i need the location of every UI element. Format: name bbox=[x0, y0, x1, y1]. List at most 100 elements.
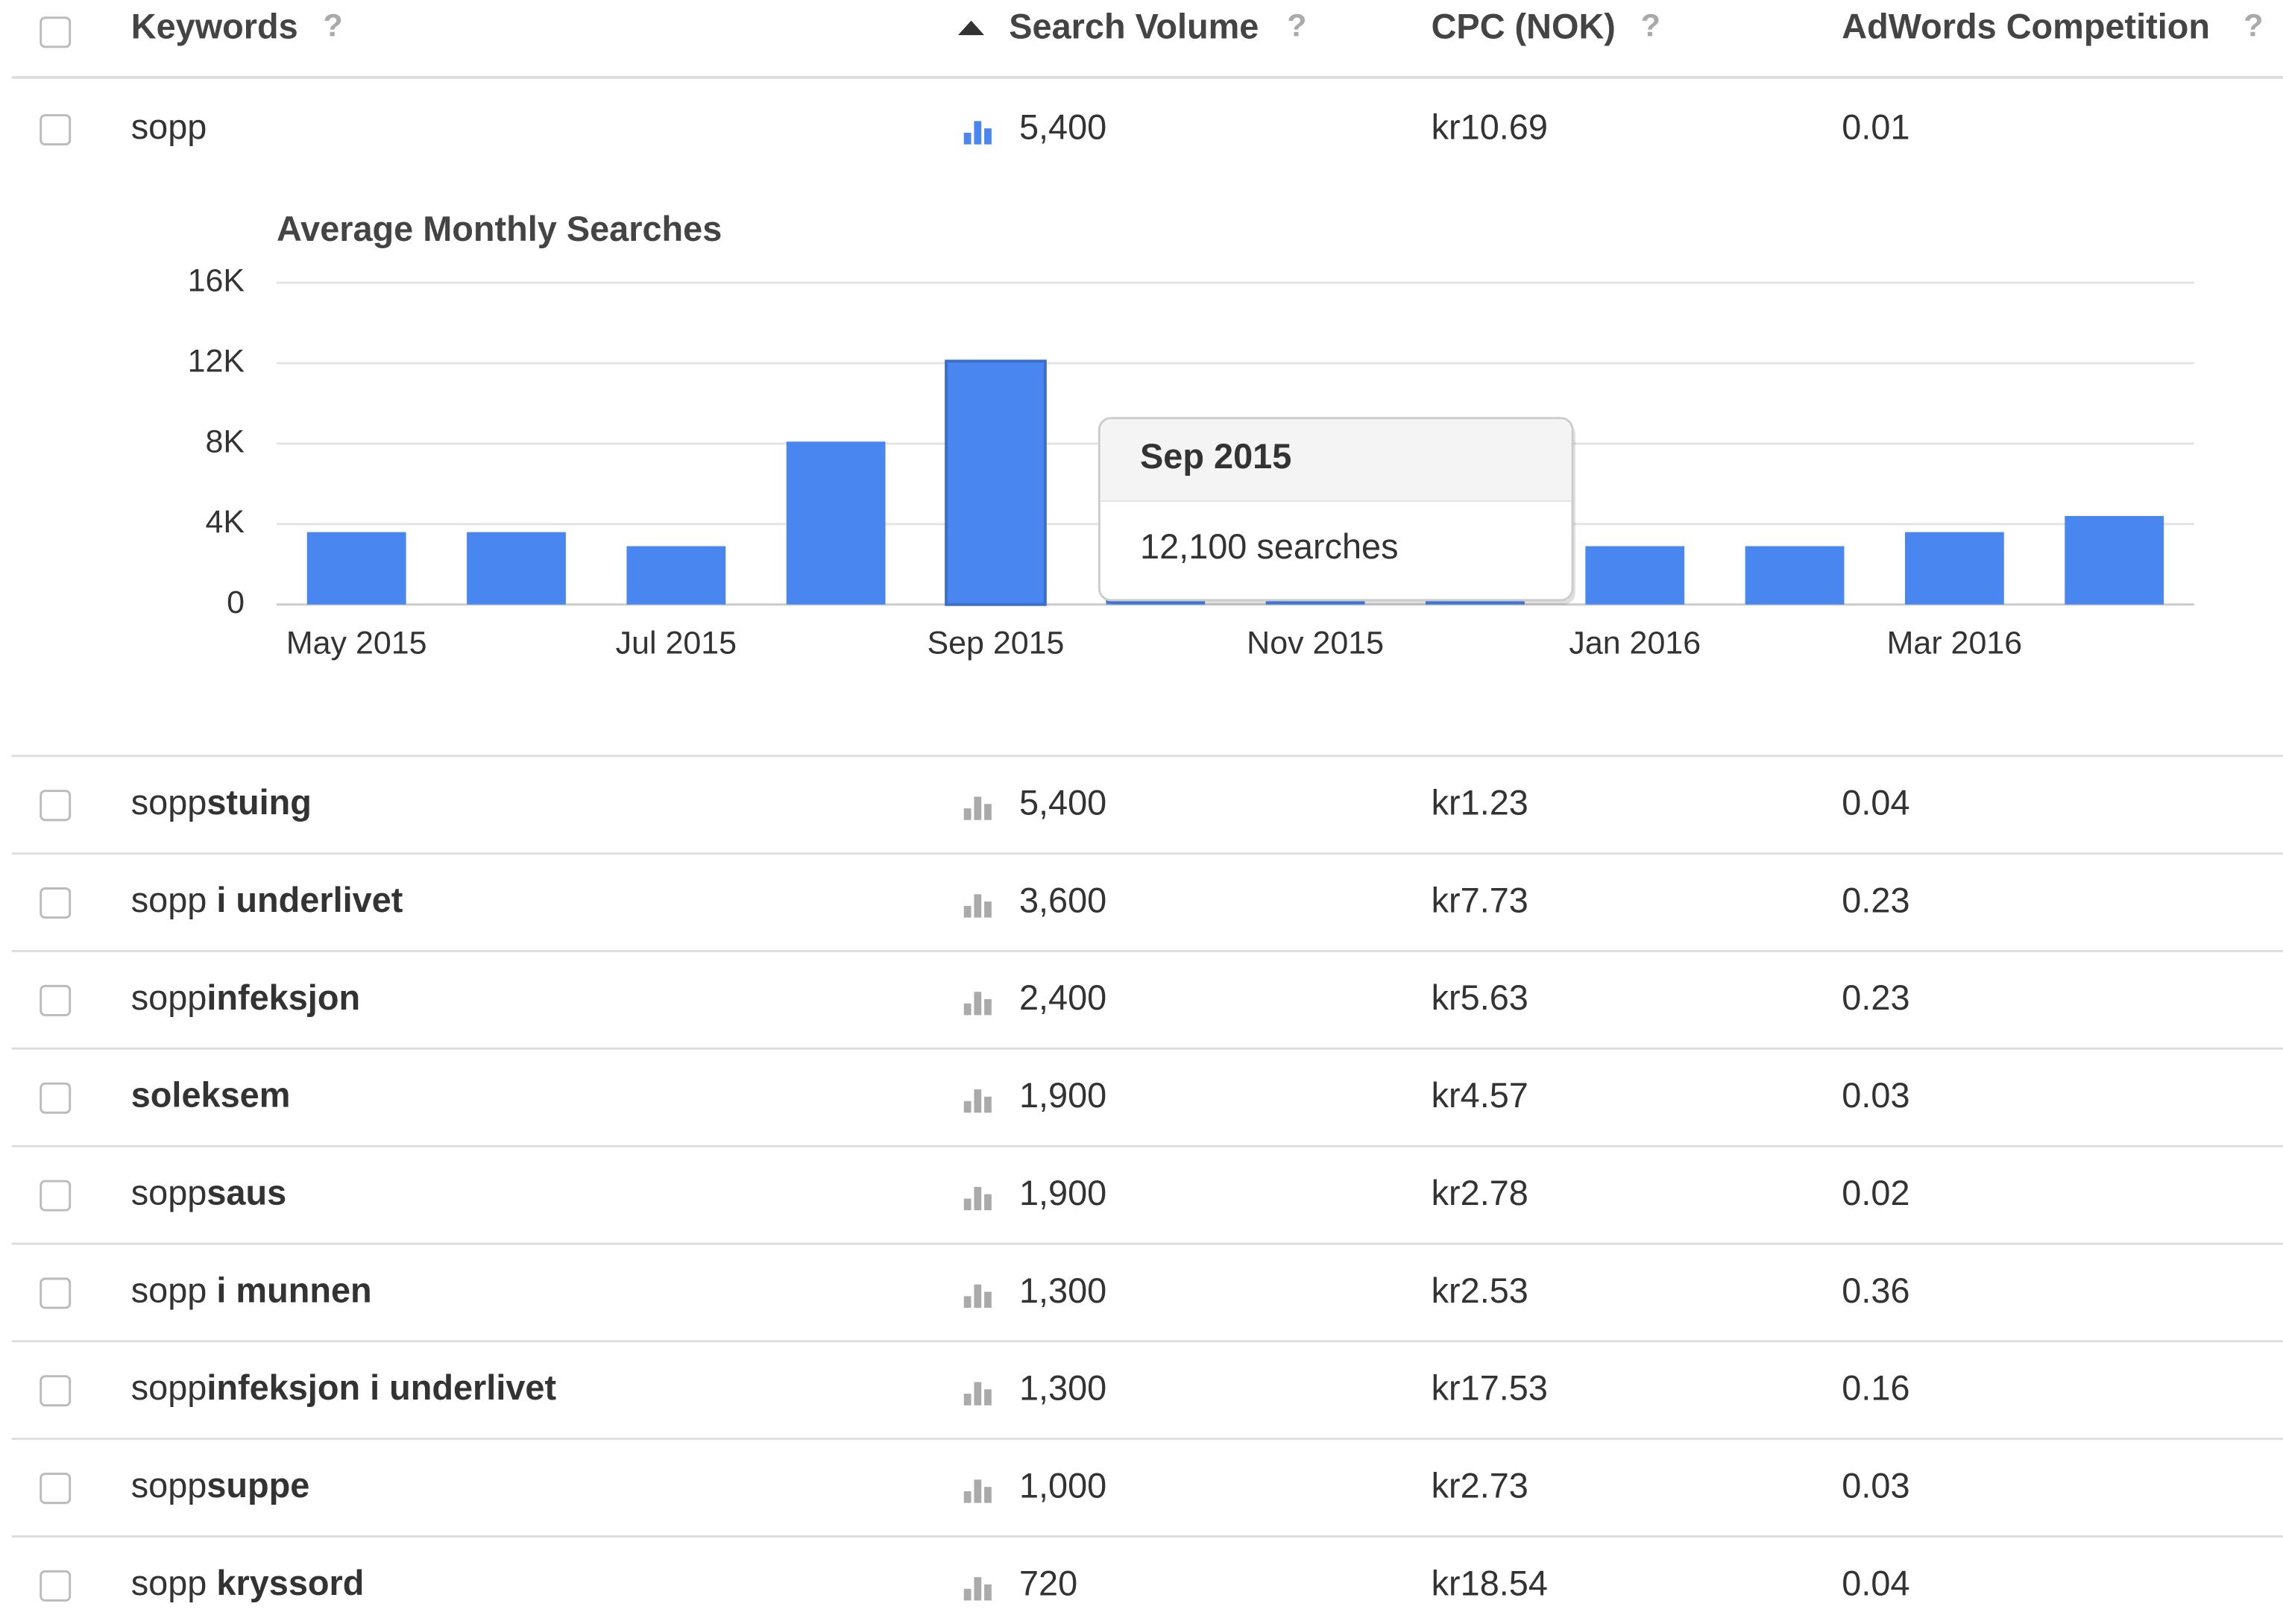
search-volume: 5,400 bbox=[1019, 107, 1106, 146]
keyword-normal: sopp bbox=[131, 784, 207, 822]
header-competition[interactable]: AdWords Competition bbox=[1842, 7, 2210, 46]
help-icon[interactable]: ? bbox=[1641, 8, 1660, 44]
trend-icon-bar bbox=[963, 133, 972, 145]
cpc: kr7.73 bbox=[1432, 881, 1528, 919]
trend-icon-bar bbox=[984, 128, 992, 145]
trend-icon[interactable] bbox=[963, 1382, 992, 1406]
trend-icon-bar bbox=[974, 1186, 982, 1211]
bar[interactable] bbox=[945, 359, 1047, 606]
y-tick-label: 8K bbox=[206, 424, 245, 459]
trend-icon-bar bbox=[984, 1291, 992, 1308]
keyword-normal: sopp bbox=[131, 107, 207, 146]
help-icon[interactable]: ? bbox=[1287, 8, 1306, 44]
trend-icon-bar bbox=[984, 901, 992, 918]
x-tick-label: Nov 2015 bbox=[1247, 626, 1384, 661]
keyword-bold: infeksjon i underlivet bbox=[207, 1369, 556, 1408]
x-tick-label: May 2015 bbox=[286, 626, 427, 661]
row-checkbox[interactable] bbox=[40, 1570, 72, 1602]
keyword-bold: stuing bbox=[207, 784, 312, 822]
row-checkbox[interactable] bbox=[40, 114, 72, 146]
trend-icon[interactable] bbox=[963, 121, 992, 145]
trend-icon[interactable] bbox=[963, 992, 992, 1016]
select-all-checkbox[interactable] bbox=[40, 16, 72, 48]
bar[interactable] bbox=[2065, 516, 2164, 605]
keyword: sopp bbox=[131, 107, 207, 146]
row-checkbox[interactable] bbox=[40, 1180, 72, 1212]
trend-icon-bar bbox=[984, 804, 992, 820]
help-icon[interactable]: ? bbox=[2243, 8, 2263, 44]
trend-icon-bar bbox=[974, 796, 982, 820]
trend-icon[interactable] bbox=[963, 1577, 992, 1601]
search-volume: 3,600 bbox=[1019, 881, 1106, 919]
cpc: kr4.57 bbox=[1432, 1076, 1528, 1115]
trend-icon[interactable] bbox=[963, 1479, 992, 1503]
competition: 0.23 bbox=[1842, 881, 1909, 919]
x-tick-label: Mar 2016 bbox=[1887, 626, 2022, 661]
bar[interactable] bbox=[1585, 546, 1685, 605]
trend-icon[interactable] bbox=[963, 1186, 992, 1211]
trend-icon-bar bbox=[974, 894, 982, 918]
chart-title: Average Monthly Searches bbox=[277, 210, 722, 248]
search-volume: 720 bbox=[1019, 1564, 1077, 1602]
header-keywords[interactable]: Keywords bbox=[131, 7, 298, 46]
search-volume: 1,900 bbox=[1019, 1076, 1106, 1115]
row-checkbox[interactable] bbox=[40, 1277, 72, 1309]
trend-icon-bar bbox=[984, 1194, 992, 1211]
competition: 0.04 bbox=[1842, 784, 1909, 822]
tooltip: Sep 2015 12,100 searches bbox=[1098, 417, 1575, 605]
tooltip-text: 12,100 searches bbox=[1140, 527, 1398, 566]
trend-icon-bar bbox=[984, 1389, 992, 1406]
bar[interactable] bbox=[306, 532, 406, 605]
trend-icon-bar bbox=[963, 1394, 972, 1406]
trend-icon[interactable] bbox=[963, 1284, 992, 1308]
cpc: kr2.73 bbox=[1432, 1466, 1528, 1505]
competition: 0.04 bbox=[1842, 1564, 1909, 1602]
sort-arrow[interactable] bbox=[957, 20, 985, 36]
trend-icon-bar bbox=[963, 1296, 972, 1308]
row-checkbox[interactable] bbox=[40, 790, 72, 822]
row-checkbox[interactable] bbox=[40, 984, 72, 1016]
x-tick-label: Jan 2016 bbox=[1569, 626, 1701, 661]
keyword-bold: infeksjon bbox=[207, 978, 360, 1017]
trend-icon[interactable] bbox=[963, 894, 992, 918]
row-checkbox[interactable] bbox=[40, 1473, 72, 1505]
bar[interactable] bbox=[626, 546, 726, 605]
trend-icon-bar bbox=[974, 121, 982, 145]
bar[interactable] bbox=[1905, 532, 2004, 605]
header-cpc[interactable]: CPC (NOK) bbox=[1432, 7, 1616, 46]
row-checkbox[interactable] bbox=[40, 887, 72, 919]
trend-icon[interactable] bbox=[963, 1089, 992, 1113]
cpc: kr2.53 bbox=[1432, 1271, 1528, 1310]
help-icon[interactable]: ? bbox=[324, 8, 343, 44]
trend-icon-bar bbox=[974, 1089, 982, 1113]
x-tick-label: Jul 2015 bbox=[616, 626, 737, 661]
keyword: soppsaus bbox=[131, 1174, 286, 1212]
keyword-bold: saus bbox=[207, 1174, 286, 1212]
row-checkbox[interactable] bbox=[40, 1375, 72, 1407]
keyword-normal: sopp bbox=[131, 1369, 207, 1408]
trend-icon-bar bbox=[963, 808, 972, 820]
trend-icon-bar bbox=[963, 1588, 972, 1601]
row-checkbox[interactable] bbox=[40, 1082, 72, 1114]
keyword-bold: soleksem bbox=[131, 1076, 291, 1115]
competition: 0.02 bbox=[1842, 1174, 1909, 1212]
trend-icon-bar bbox=[974, 992, 982, 1016]
keyword: soppsuppe bbox=[131, 1466, 310, 1505]
header-search-volume[interactable]: Search Volume bbox=[1009, 7, 1259, 46]
search-volume: 1,900 bbox=[1019, 1174, 1106, 1212]
cpc: kr1.23 bbox=[1432, 784, 1528, 822]
trend-icon-bar bbox=[974, 1284, 982, 1308]
keyword: soppinfeksjon i underlivet bbox=[131, 1369, 557, 1408]
trend-icon-bar bbox=[974, 1382, 982, 1406]
bar[interactable] bbox=[467, 532, 566, 605]
trend-icon[interactable] bbox=[963, 796, 992, 820]
tooltip-title: Sep 2015 bbox=[1140, 437, 1291, 476]
keyword-normal: sopp bbox=[131, 1466, 207, 1505]
trend-icon-bar bbox=[963, 905, 972, 918]
y-tick-label: 16K bbox=[188, 262, 245, 298]
bar[interactable] bbox=[786, 441, 886, 605]
bar[interactable] bbox=[1745, 546, 1845, 605]
keyword-bold: i underlivet bbox=[207, 881, 403, 919]
y-tick-label: 12K bbox=[188, 343, 245, 379]
